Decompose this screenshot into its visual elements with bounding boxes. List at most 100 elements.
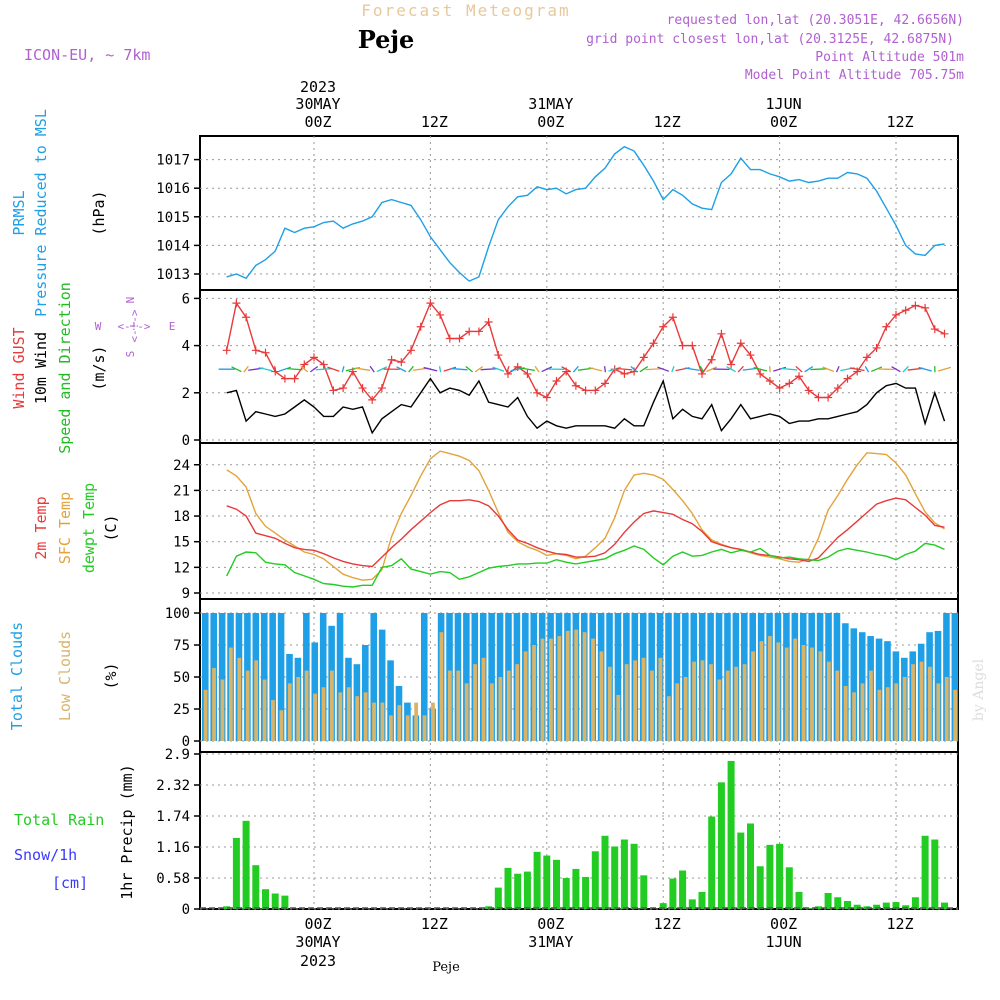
precip-bar <box>262 889 269 909</box>
snow-unit-legend: [cm] <box>52 874 88 892</box>
wind-direction-arrow <box>376 366 388 373</box>
low-cloud-bar <box>296 677 301 741</box>
low-cloud-bar <box>481 657 486 741</box>
ytick-label: 21 <box>173 483 190 499</box>
ytick-label: 1016 <box>156 181 190 197</box>
wind-direction-arrow <box>773 366 787 372</box>
precip-bar <box>562 878 570 909</box>
top-time-label: 30MAY <box>295 95 340 113</box>
panel-label: 10m Wind <box>32 332 50 404</box>
wind-direction-arrow <box>534 365 540 373</box>
wind-direction-arrow <box>849 367 865 372</box>
rain-legend: Total Rain <box>14 811 104 829</box>
wind-direction-arrow <box>810 368 827 371</box>
compass-s: S <box>124 351 137 358</box>
gust-point <box>280 374 289 383</box>
wind-direction-arrow <box>243 365 249 373</box>
ytick-label: 100 <box>165 606 190 622</box>
precip-bar <box>921 835 929 909</box>
gust-point <box>872 343 881 352</box>
precip-bar <box>698 891 706 909</box>
wind-direction-arrow <box>630 365 638 373</box>
ytick-label: 2.9 <box>165 747 190 763</box>
gust-point <box>387 355 396 364</box>
low-cloud-bar <box>869 670 873 741</box>
low-cloud-bar <box>877 689 882 741</box>
axis-ticks: 1013101410151016101702469121518212402550… <box>156 153 200 918</box>
wind-direction-arrow <box>286 367 303 371</box>
wind-direction-arrow <box>438 366 442 373</box>
wind-direction-arrow <box>671 365 675 373</box>
panel-label: 1hr Precip (mm) <box>118 764 136 899</box>
low-cloud-bar <box>767 636 772 741</box>
wind-direction-arrow <box>699 365 705 373</box>
precip-bar <box>271 893 279 909</box>
low-cloud-bar <box>506 670 511 741</box>
low-cloud-bar <box>776 642 781 741</box>
gust-point <box>300 360 309 369</box>
precip-bar <box>281 895 289 909</box>
low-cloud-bar <box>784 647 789 741</box>
low-cloud-bar <box>641 657 646 741</box>
gust-point <box>533 388 542 397</box>
ytick-label: 2.32 <box>156 778 190 794</box>
precip-bar <box>756 866 764 909</box>
precip-bar <box>882 902 890 909</box>
gust-point <box>785 379 794 388</box>
low-cloud-bar <box>321 687 326 741</box>
total-cloud-bar <box>378 629 386 741</box>
gust-point <box>368 395 377 404</box>
ytick-label: 50 <box>173 670 190 686</box>
top-time-label: 00Z <box>537 113 564 131</box>
wind-direction-arrow <box>588 366 603 372</box>
ytick-label: 6 <box>182 291 190 307</box>
wind-direction-arrow <box>753 366 767 372</box>
low-cloud-bar <box>582 632 587 741</box>
precip-bar <box>941 902 948 909</box>
bottom-time-label: 2023 <box>300 952 336 970</box>
precip-bar <box>911 897 919 909</box>
dewpt-line <box>226 542 945 588</box>
low-cloud-bar <box>372 702 376 741</box>
gust-point <box>310 353 318 362</box>
wind-direction-arrow <box>327 366 340 372</box>
compass-w: W <box>95 320 102 333</box>
precip-bar <box>931 839 939 909</box>
low-cloud-bar <box>490 683 494 741</box>
low-cloud-bar <box>287 683 292 741</box>
total-cloud-bar <box>850 628 858 741</box>
compass-n: N <box>124 297 137 304</box>
ytick-label: 75 <box>173 638 190 654</box>
gust-point <box>649 339 658 348</box>
gust-point <box>862 353 871 362</box>
gust-point <box>814 393 823 402</box>
top-time-label: 31MAY <box>528 95 573 113</box>
model-label: ICON-EU, ~ 7km <box>24 46 150 64</box>
precip-bar <box>688 899 696 909</box>
wind-direction-arrow <box>657 366 670 372</box>
grid-lines <box>200 136 958 910</box>
low-cloud-bar <box>220 679 225 741</box>
low-cloud-bar <box>363 692 368 741</box>
compass-e: E <box>169 320 176 333</box>
low-cloud-bar <box>548 638 553 741</box>
wind-direction-arrow <box>408 365 414 373</box>
precip-bar <box>795 891 803 909</box>
total-cloud-bar <box>842 623 849 741</box>
gust-point <box>319 360 328 369</box>
precip-bar <box>640 875 648 909</box>
meteogram-title: Forecast Meteogram <box>361 1 570 20</box>
precip-bar <box>533 851 541 909</box>
low-cloud-bar <box>944 677 949 741</box>
low-cloud-bar <box>397 705 402 741</box>
gust-point <box>601 379 609 388</box>
model-point-altitude: Model Point Altitude 705.75m <box>745 68 964 83</box>
low-cloud-bar <box>683 677 688 741</box>
bottom-time-label: 00Z <box>537 915 564 933</box>
top-time-label: 12Z <box>421 113 448 131</box>
wind-direction-arrow <box>835 365 840 373</box>
ytick-label: 18 <box>173 509 190 525</box>
wind-direction-arrow <box>474 366 484 373</box>
precip-bar <box>611 846 619 909</box>
